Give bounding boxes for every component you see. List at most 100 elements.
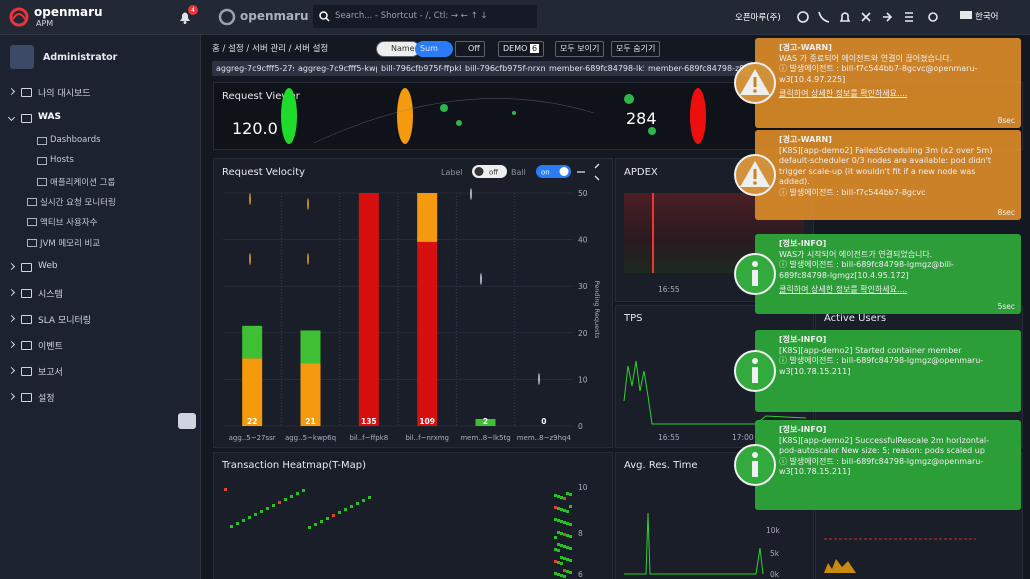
heat-cell xyxy=(557,519,560,522)
bar-count: 22 xyxy=(247,417,257,426)
menu-arrow xyxy=(7,113,16,122)
heat-cell xyxy=(554,560,557,563)
heat-cell xyxy=(308,526,311,529)
notification-icon xyxy=(734,62,776,104)
panel-title: Request Velocity xyxy=(222,167,305,178)
notification-level: [정보-INFO] xyxy=(779,239,827,248)
velocity-chart: Request Velocity Label off Ball on0102030405… xyxy=(222,163,601,442)
notification[interactable]: [정보-INFO] [K8S][app-demo2] Started contai… xyxy=(734,330,1021,412)
menu-item[interactable]: 시스템 xyxy=(38,290,63,300)
heatmap-graphics xyxy=(224,488,572,578)
notification-agent: ⓘ 발생에이전트 : bill-f7c544bb7-8gcvc xyxy=(779,187,926,197)
heat-cell xyxy=(314,523,317,526)
notification[interactable]: [경고-WARN] [K8S][app-demo2] FailedScheduli… xyxy=(734,130,1021,220)
submenu-item[interactable]: 애플리케이션 그룹 xyxy=(50,178,116,188)
menu-item[interactable]: Web xyxy=(38,261,58,271)
submenu-icon xyxy=(27,198,37,206)
notification-agent: ⓘ 발생에이전트 : bill-689fc84798-lgmgz@openmar… xyxy=(779,456,984,477)
heat-cell xyxy=(563,509,566,512)
submenu-item[interactable]: JVM 메모리 비교 xyxy=(40,239,101,249)
notification-level: [경고-WARN] xyxy=(779,135,832,144)
heat-cell xyxy=(254,513,257,516)
notification-agent: ⓘ 발생에이전트 : bill-f7c544bb7-8gcvc@openmaru… xyxy=(779,64,978,84)
bar-count: 135 xyxy=(361,417,377,426)
menu-icon xyxy=(21,315,32,324)
center-logo: openmaru xyxy=(240,9,309,23)
notification[interactable]: [정보-INFO] [K8S][app-demo2] SuccessfulResc… xyxy=(734,420,1021,510)
axis-label: 8 xyxy=(578,529,583,538)
request-drop xyxy=(249,253,251,265)
collapse-button[interactable] xyxy=(178,413,196,429)
heat-cell xyxy=(326,517,329,520)
heat-cell xyxy=(284,498,287,501)
heat-cell xyxy=(566,546,569,549)
menu-item[interactable]: 나의 대시보드 xyxy=(38,89,91,99)
heat-cell xyxy=(566,570,569,573)
flag xyxy=(960,11,972,19)
notification-hint[interactable]: 클릭하여 상세한 정보를 확인하세요.... xyxy=(779,89,908,98)
heat-cell xyxy=(563,533,566,536)
server-tag[interactable]: bill-796cfb975f-nrxmg xyxy=(461,61,558,76)
toggle-knob xyxy=(559,167,569,176)
language[interactable]: 한국어 xyxy=(975,12,999,22)
notification-text: [경고-WARN] [K8S][app-demo2] FailedScheduli… xyxy=(779,135,997,198)
icon-dot xyxy=(752,261,758,267)
server-tag[interactable]: member-689fc84798-lk5tg xyxy=(545,61,661,76)
panel-title: Avg. Res. Time xyxy=(624,460,698,471)
show-all[interactable]: 모두 보이기 xyxy=(555,41,605,57)
heat-cell xyxy=(320,520,323,523)
menu-item[interactable]: 보고서 xyxy=(38,368,63,378)
menu-icon xyxy=(21,367,32,376)
name-toggle[interactable]: Name xyxy=(376,41,420,57)
axis-label: 0k xyxy=(770,570,780,579)
submenu-item[interactable]: 실시간 요청 모니터링 xyxy=(40,198,116,208)
submenu-item[interactable]: 액티브 사용자수 xyxy=(40,218,98,228)
server-tag[interactable]: aggreg-7c9cfff5-27ssr xyxy=(212,61,309,76)
submenu-item[interactable]: Hosts xyxy=(50,155,74,165)
off-button[interactable]: Off xyxy=(455,41,485,57)
velocity-panel: Request Velocity Label off Ball on 0 10 20 30 40 5… xyxy=(213,158,613,448)
sum-toggle[interactable]: Sum xyxy=(415,41,453,57)
server-tag[interactable]: bill-796cfb975f-ffpk8 xyxy=(377,61,469,76)
heat-cell xyxy=(344,508,347,511)
heat-cell xyxy=(302,489,305,492)
notification-agent: ⓘ 발생에이전트 : bill-689fc84798-lgmgz@bill-68… xyxy=(779,260,954,280)
icon-dot xyxy=(753,181,757,185)
heat-cell xyxy=(266,507,269,510)
notification[interactable]: [경고-WARN] WAS 가 종료되어 에이전트와 연결이 끊어졌습니다. ⓘ 발… xyxy=(734,38,1021,128)
notification[interactable]: [정보-INFO] WAS가 시작되어 에이전트가 연결되었습니다. ⓘ 발생에이전… xyxy=(734,234,1021,314)
axis-label: 5k xyxy=(770,549,780,558)
search-placeholder: Search... - Shortcut - /, Ctl: → ← ↑ ↓ xyxy=(335,11,488,21)
hide-all[interactable]: 모두 숨기기 xyxy=(611,41,661,57)
center-logo-icon xyxy=(218,8,236,26)
panel-title: Request Viewer xyxy=(222,91,300,102)
icon-dot xyxy=(752,358,758,364)
submenu-item[interactable]: Dashboards xyxy=(50,135,101,145)
icon-mark xyxy=(752,367,758,383)
x-tick-label: bil..f~ffpk8 xyxy=(349,434,388,442)
notification-hint[interactable]: 클릭하여 상세한 정보를 확인하세요.... xyxy=(779,285,908,294)
sidebar: Administrator 나의 대시보드 WAS Web 시스템 SLA 모니터링 이벤… xyxy=(0,35,201,579)
toggle-state: off xyxy=(489,169,498,177)
heat-cell xyxy=(569,535,572,538)
search-box[interactable]: Search... - Shortcut - /, Ctl: → ← ↑ ↓ xyxy=(313,5,537,28)
y-tick-label: 0 xyxy=(578,422,583,431)
server-tag[interactable]: member-689fc84798-z9h xyxy=(644,61,754,76)
breadcrumbs[interactable]: 홈 / 설정 / 서버 관리 / 서버 설정 xyxy=(212,44,329,54)
heat-cell xyxy=(554,548,557,551)
y-axis-label: Pending Requests xyxy=(593,281,601,339)
notification-text: [정보-INFO] WAS가 시작되어 에이전트가 연결되었습니다. ⓘ 발생에이전… xyxy=(779,239,997,296)
heat-cell xyxy=(356,502,359,505)
menu-item[interactable]: 설정 xyxy=(38,394,55,404)
axis-label: 17:00 xyxy=(732,433,754,442)
menu-item[interactable]: WAS xyxy=(38,112,61,122)
company[interactable]: 오픈마루(주) xyxy=(735,13,781,23)
heat-cell xyxy=(560,496,563,499)
menu-item[interactable]: SLA 모니터링 xyxy=(38,316,92,326)
server-tag[interactable]: aggreg-7c9cfff5-kwp6q xyxy=(294,61,395,76)
bell-icon[interactable] xyxy=(178,10,192,24)
toolbar-icons[interactable] xyxy=(795,9,940,25)
heat-cell xyxy=(242,519,245,522)
menu-item[interactable]: 이벤트 xyxy=(38,342,63,352)
demo-select[interactable]: DEMO 6 xyxy=(498,41,545,57)
